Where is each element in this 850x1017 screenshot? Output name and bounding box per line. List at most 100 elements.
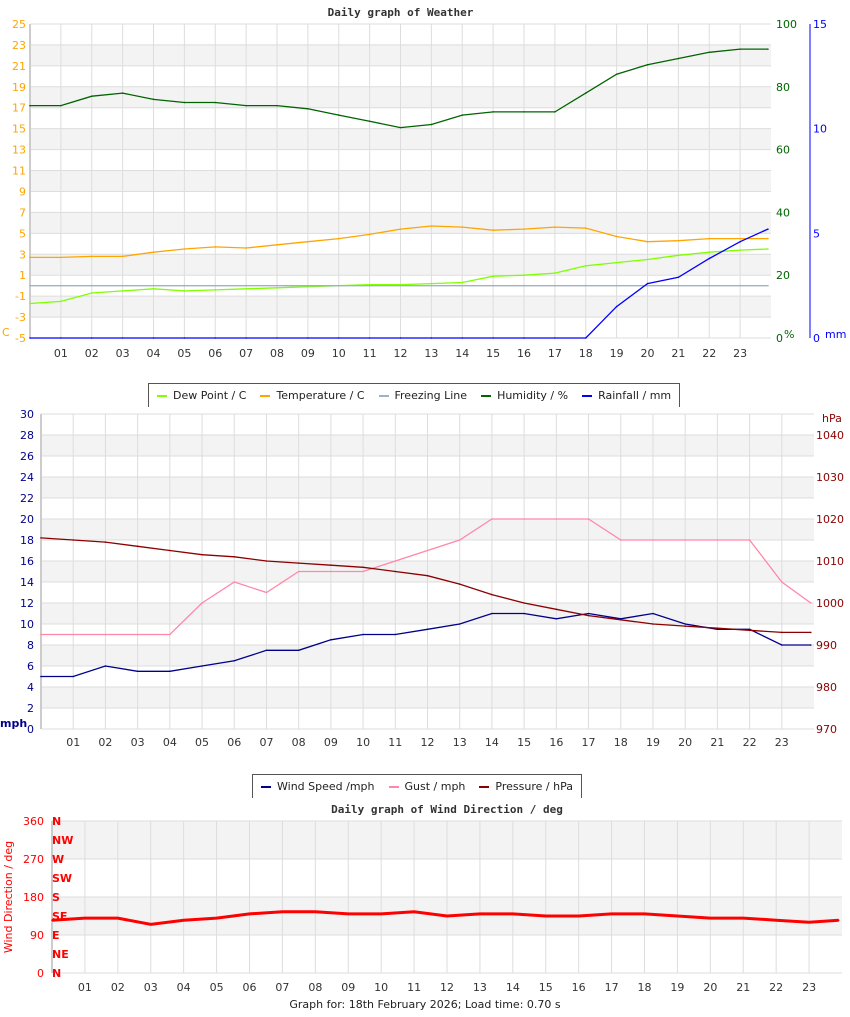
point-wind-speed-mph	[72, 675, 75, 678]
y-right-tick-label: 990	[816, 639, 837, 652]
x-tick-label: 23	[802, 981, 816, 994]
x-tick-label: 15	[539, 981, 553, 994]
x-tick-label: 04	[177, 981, 191, 994]
point-dew-point-c	[492, 275, 494, 278]
x-tick-label: 08	[308, 981, 322, 994]
point-freezing-line	[307, 284, 309, 287]
point-pressure-hpa	[619, 619, 622, 621]
point-rainfall-mm	[337, 337, 340, 339]
legend-label: Wind Speed /mph	[277, 780, 375, 793]
point-gust-mph	[330, 570, 332, 573]
x-tick-label: 06	[243, 981, 257, 994]
point-pressure-hpa	[458, 583, 461, 585]
point-dew-point-c	[461, 281, 464, 284]
y-right2-tick-label: 15	[813, 18, 827, 31]
y-right-tick-label: 1030	[816, 471, 844, 484]
point-wind-direction	[248, 913, 251, 915]
point-wind-speed-mph	[491, 612, 493, 615]
point-gust-mph	[265, 591, 268, 594]
y-tick-label: 23	[12, 39, 26, 52]
x-tick-label: 04	[147, 347, 161, 360]
point-pressure-hpa	[104, 541, 107, 543]
y-tick-label: 24	[20, 471, 34, 484]
y-tick-label: 14	[20, 576, 34, 589]
x-tick-label: 16	[549, 736, 563, 749]
y-tick-label: 17	[12, 102, 26, 115]
x-tick-label: 14	[455, 347, 469, 360]
point-wind-direction	[446, 915, 448, 917]
point-gust-mph	[169, 633, 171, 636]
point-freezing-line	[29, 284, 31, 287]
point-dew-point-c	[152, 288, 155, 290]
y-tick-label: 90	[30, 929, 44, 942]
point-wind-speed-mph	[104, 665, 107, 667]
point-dew-point-c	[214, 289, 217, 291]
point-gust-mph	[297, 570, 300, 573]
point-dew-point-c	[767, 248, 769, 250]
point-gust-mph	[458, 539, 461, 541]
chart-title: Daily graph of Weather	[328, 6, 474, 19]
point-freezing-line	[739, 284, 741, 287]
x-tick-label: 11	[363, 347, 377, 360]
x-tick-label: 18	[579, 347, 593, 360]
y-right-tick-label: 20	[776, 269, 790, 282]
point-humidity	[615, 73, 618, 76]
point-wind-speed-mph	[330, 638, 332, 641]
y-tick-label: 19	[12, 81, 26, 94]
point-rainfall-mm	[399, 337, 402, 339]
point-temperature-c	[708, 237, 711, 240]
point-wind-speed-mph	[297, 649, 300, 652]
point-dew-point-c	[708, 251, 711, 253]
compass-label: NW	[52, 834, 73, 847]
point-rainfall-mm	[461, 337, 464, 339]
point-wind-direction	[837, 919, 840, 922]
legend-label: Rainfall / mm	[598, 389, 672, 402]
x-tick-label: 06	[227, 736, 241, 749]
point-freezing-line	[430, 284, 433, 287]
point-dew-point-c	[523, 274, 525, 277]
point-wind-direction	[117, 917, 119, 919]
legend-swatch	[378, 394, 389, 397]
point-pressure-hpa	[684, 625, 686, 627]
y-tick-label: -3	[15, 311, 26, 324]
point-dew-point-c	[677, 254, 680, 257]
point-temperature-c	[29, 256, 31, 259]
x-tick-label: 12	[421, 736, 435, 749]
y-tick-label: 26	[20, 450, 34, 463]
y-tick-label: 13	[12, 144, 26, 157]
point-dew-point-c	[646, 258, 649, 261]
y-tick-label: 2	[27, 702, 34, 715]
point-wind-speed-mph	[265, 649, 268, 652]
legend-swatch	[261, 785, 271, 788]
y-axis-label: Wind Direction / deg	[2, 841, 15, 953]
y-right-tick-label: 80	[776, 81, 790, 94]
point-dew-point-c	[739, 249, 741, 251]
y-right-tick-label: 100	[776, 18, 797, 31]
point-wind-speed-mph	[201, 665, 203, 667]
point-wind-direction	[149, 923, 152, 926]
point-wind-speed-mph	[652, 612, 654, 615]
point-rainfall-mm	[152, 337, 155, 339]
point-temperature-c	[121, 255, 124, 258]
point-wind-direction	[775, 919, 777, 922]
legend-item: Gust / mph	[388, 780, 466, 793]
y-tick-label: 30	[20, 408, 34, 421]
x-tick-label: 09	[324, 736, 338, 749]
point-wind-speed-mph	[523, 612, 525, 615]
point-dew-point-c	[183, 290, 186, 292]
point-wind-speed-mph	[809, 644, 812, 646]
point-humidity	[523, 111, 525, 113]
legend-label: Gust / mph	[404, 780, 466, 793]
point-freezing-line	[554, 284, 556, 287]
point-rainfall-mm	[554, 337, 556, 339]
point-temperature-c	[399, 228, 402, 230]
point-gust-mph	[619, 539, 622, 541]
point-freezing-line	[523, 284, 525, 287]
x-tick-label: 22	[743, 736, 757, 749]
y-right-tick-label: 1040	[816, 429, 844, 442]
x-tick-label: 16	[572, 981, 586, 994]
point-pressure-hpa	[72, 539, 75, 541]
y-tick-label: 25	[12, 18, 26, 31]
point-pressure-hpa	[748, 629, 751, 632]
point-pressure-hpa	[201, 553, 203, 556]
